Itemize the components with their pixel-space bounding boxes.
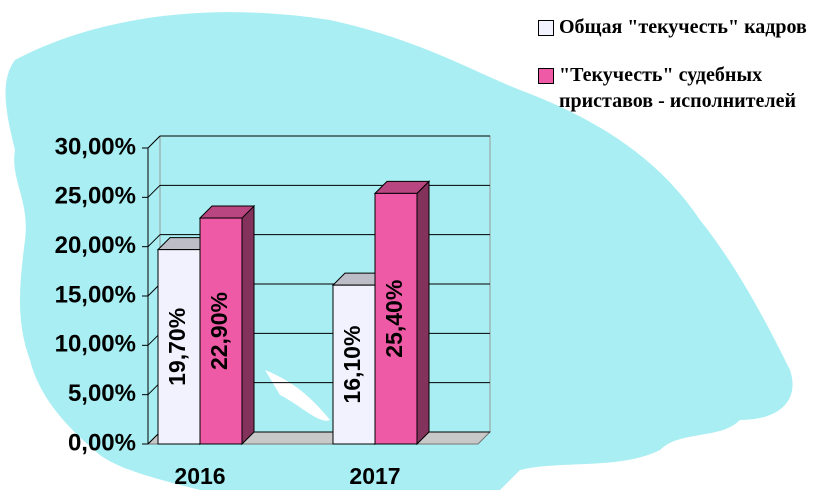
x-tick-label: 2016	[174, 463, 225, 489]
bar-side	[416, 180, 430, 446]
x-tick-label: 2017	[349, 463, 400, 489]
grid-line-side	[147, 135, 161, 149]
bar	[157, 249, 201, 445]
y-tick-label: 25,00%	[55, 183, 136, 210]
bar-side	[241, 204, 255, 446]
bar	[332, 284, 376, 445]
value-label: 22,90%	[206, 292, 232, 370]
value-label: 25,40%	[381, 280, 407, 358]
legend-label: "Текучесть" судебных приставов - исполни…	[559, 64, 796, 112]
y-tick-label: 5,00%	[68, 380, 136, 407]
y-tick-label: 10,00%	[55, 331, 136, 358]
legend-swatch	[538, 20, 554, 36]
legend-swatch	[538, 68, 554, 84]
bar	[199, 217, 243, 445]
legend-item: "Текучесть" судебных приставов - исполни…	[538, 62, 818, 114]
legend-label: Общая "текучесть" кадров	[559, 16, 807, 38]
bar	[374, 192, 418, 445]
value-label: 16,10%	[339, 326, 365, 404]
y-tick-label: 0,00%	[68, 429, 136, 456]
legend: Общая "текучесть" кадров "Текучесть" суде…	[538, 14, 818, 136]
grid-line-side	[147, 184, 161, 198]
y-tick-label: 15,00%	[55, 281, 136, 308]
legend-item: Общая "текучесть" кадров	[538, 14, 818, 40]
value-label: 19,70%	[164, 308, 190, 386]
grid-line-side	[147, 234, 161, 248]
y-tick-label: 30,00%	[55, 133, 136, 160]
y-tick-label: 20,00%	[55, 232, 136, 259]
